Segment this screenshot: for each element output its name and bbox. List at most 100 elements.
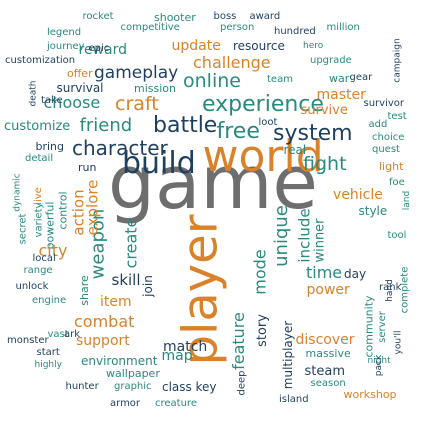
cloud-word-build: build	[122, 146, 196, 181]
cloud-word-create: create	[120, 217, 140, 269]
cloud-word-war: war	[329, 71, 350, 85]
cloud-word-armor: armor	[110, 398, 141, 409]
cloud-word-style: style	[358, 204, 388, 218]
cloud-word-battle: battle	[153, 113, 218, 138]
cloud-word-tool: tool	[387, 230, 407, 241]
cloud-word-foe: foe	[389, 177, 405, 188]
cloud-word-hundred: hundred	[274, 26, 316, 37]
cloud-word-item: item	[100, 294, 132, 310]
cloud-word-epic: epic	[88, 43, 110, 54]
cloud-word-journey: journey	[47, 41, 85, 52]
cloud-word-hunter: hunter	[65, 381, 99, 392]
cloud-word-rank: rank	[379, 282, 402, 293]
cloud-word-boss: boss	[213, 11, 237, 22]
cloud-word-offer: offer	[67, 66, 93, 80]
cloud-word-highly: highly	[34, 359, 62, 370]
cloud-word-choose: choose	[43, 93, 101, 112]
cloud-word-variety: variety	[32, 202, 44, 238]
cloud-word-action: action	[69, 188, 88, 236]
cloud-word-bring: bring	[35, 139, 65, 153]
cloud-word-character: character	[72, 136, 168, 160]
cloud-word-friend: friend	[79, 115, 133, 136]
cloud-word-combat: combat	[74, 312, 135, 331]
cloud-word-customize: customize	[4, 118, 71, 134]
cloud-word-run: run	[78, 160, 97, 174]
cloud-word-challenge: challenge	[193, 53, 271, 72]
cloud-word-award: award	[249, 11, 281, 22]
cloud-word-legend: legend	[47, 27, 82, 38]
cloud-word-master: master	[316, 87, 366, 103]
cloud-word-control: control	[56, 190, 70, 230]
cloud-word-key: key	[195, 380, 217, 394]
cloud-word-update: update	[171, 38, 221, 54]
cloud-word-class: class	[162, 380, 192, 394]
cloud-word-discover: discover	[295, 332, 355, 348]
cloud-word-share: share	[77, 274, 91, 306]
cloud-word-dynamic: dynamic	[12, 172, 23, 212]
cloud-word-gear: gear	[349, 72, 373, 83]
cloud-word-test: test	[387, 111, 407, 122]
cloud-word-loot: loot	[258, 117, 278, 128]
cloud-word-customization: customization	[5, 55, 76, 66]
cloud-word-choice: choice	[372, 132, 405, 143]
cloud-word-story: story	[254, 313, 270, 347]
cloud-word-environment: environment	[81, 354, 158, 368]
cloud-word-power: power	[306, 282, 350, 298]
cloud-word-join: join	[140, 275, 155, 297]
cloud-word-game: game	[108, 140, 318, 226]
cloud-word-live: live	[32, 187, 44, 205]
cloud-word-vast: vast	[47, 329, 69, 340]
cloud-word-monster: monster	[7, 335, 49, 346]
cloud-word-quest: quest	[372, 144, 400, 155]
cloud-word-reward: reward	[78, 42, 128, 58]
cloud-word-city: city	[38, 241, 68, 260]
cloud-word-experience: experience	[202, 92, 324, 117]
cloud-word-add: add	[368, 119, 388, 130]
cloud-word-creature: creature	[155, 398, 197, 409]
cloud-word-graphic: graphic	[114, 381, 152, 392]
cloud-word-ark: ark	[64, 329, 81, 340]
cloud-word-deep: deep	[236, 370, 247, 396]
cloud-word-million: million	[326, 22, 360, 33]
cloud-word-system: system	[273, 121, 353, 146]
cloud-word-take: take	[41, 95, 63, 106]
cloud-word-survival: survival	[56, 81, 104, 95]
cloud-word-winner: winner	[312, 217, 328, 263]
cloud-word-world: world	[202, 131, 324, 182]
cloud-word-secret: secret	[16, 213, 28, 245]
cloud-word-multiplayer: multiplayer	[281, 320, 296, 390]
cloud-word-rocket: rocket	[82, 11, 114, 22]
cloud-word-gameplay: gameplay	[94, 62, 179, 83]
cloud-word-start: start	[36, 347, 60, 358]
cloud-word-night: night	[367, 355, 391, 366]
cloud-word-day: day	[344, 267, 367, 281]
cloud-word-competitive: competitive	[120, 22, 180, 33]
cloud-word-free: free	[216, 119, 260, 144]
cloud-word-include: include	[295, 207, 314, 263]
cloud-word-local: local	[32, 253, 56, 264]
cloud-word-map: map	[161, 348, 193, 364]
cloud-word-time: time	[306, 263, 343, 282]
cloud-word-explore: explore	[83, 179, 102, 235]
cloud-word-wallpaper: wallpaper	[106, 366, 160, 380]
cloud-word-mode: mode	[250, 249, 270, 295]
cloud-word-campaign: campaign	[392, 37, 403, 83]
cloud-word-hand: hand	[384, 278, 395, 302]
cloud-word-mission: mission	[134, 81, 176, 95]
cloud-word-island: island	[279, 394, 309, 405]
cloud-word-range: range	[23, 265, 53, 276]
cloud-word-complete: complete	[398, 266, 410, 314]
cloud-word-death: death	[28, 80, 39, 106]
cloud-word-unique: unique	[270, 205, 292, 267]
cloud-word-fight: fight	[303, 152, 347, 175]
cloud-word-engine: engine	[32, 295, 67, 306]
cloud-word-steam: steam	[304, 363, 346, 379]
cloud-word-survive: survive	[300, 102, 348, 118]
cloud-word-resource: resource	[233, 39, 285, 53]
cloud-word-land: land	[401, 190, 412, 210]
cloud-word-online: online	[183, 69, 241, 92]
cloud-word-light: light	[379, 159, 404, 173]
cloud-word-match: match	[163, 339, 208, 355]
cloud-word-unlock: unlock	[15, 281, 49, 292]
cloud-word-upgrade: upgrade	[310, 55, 352, 66]
